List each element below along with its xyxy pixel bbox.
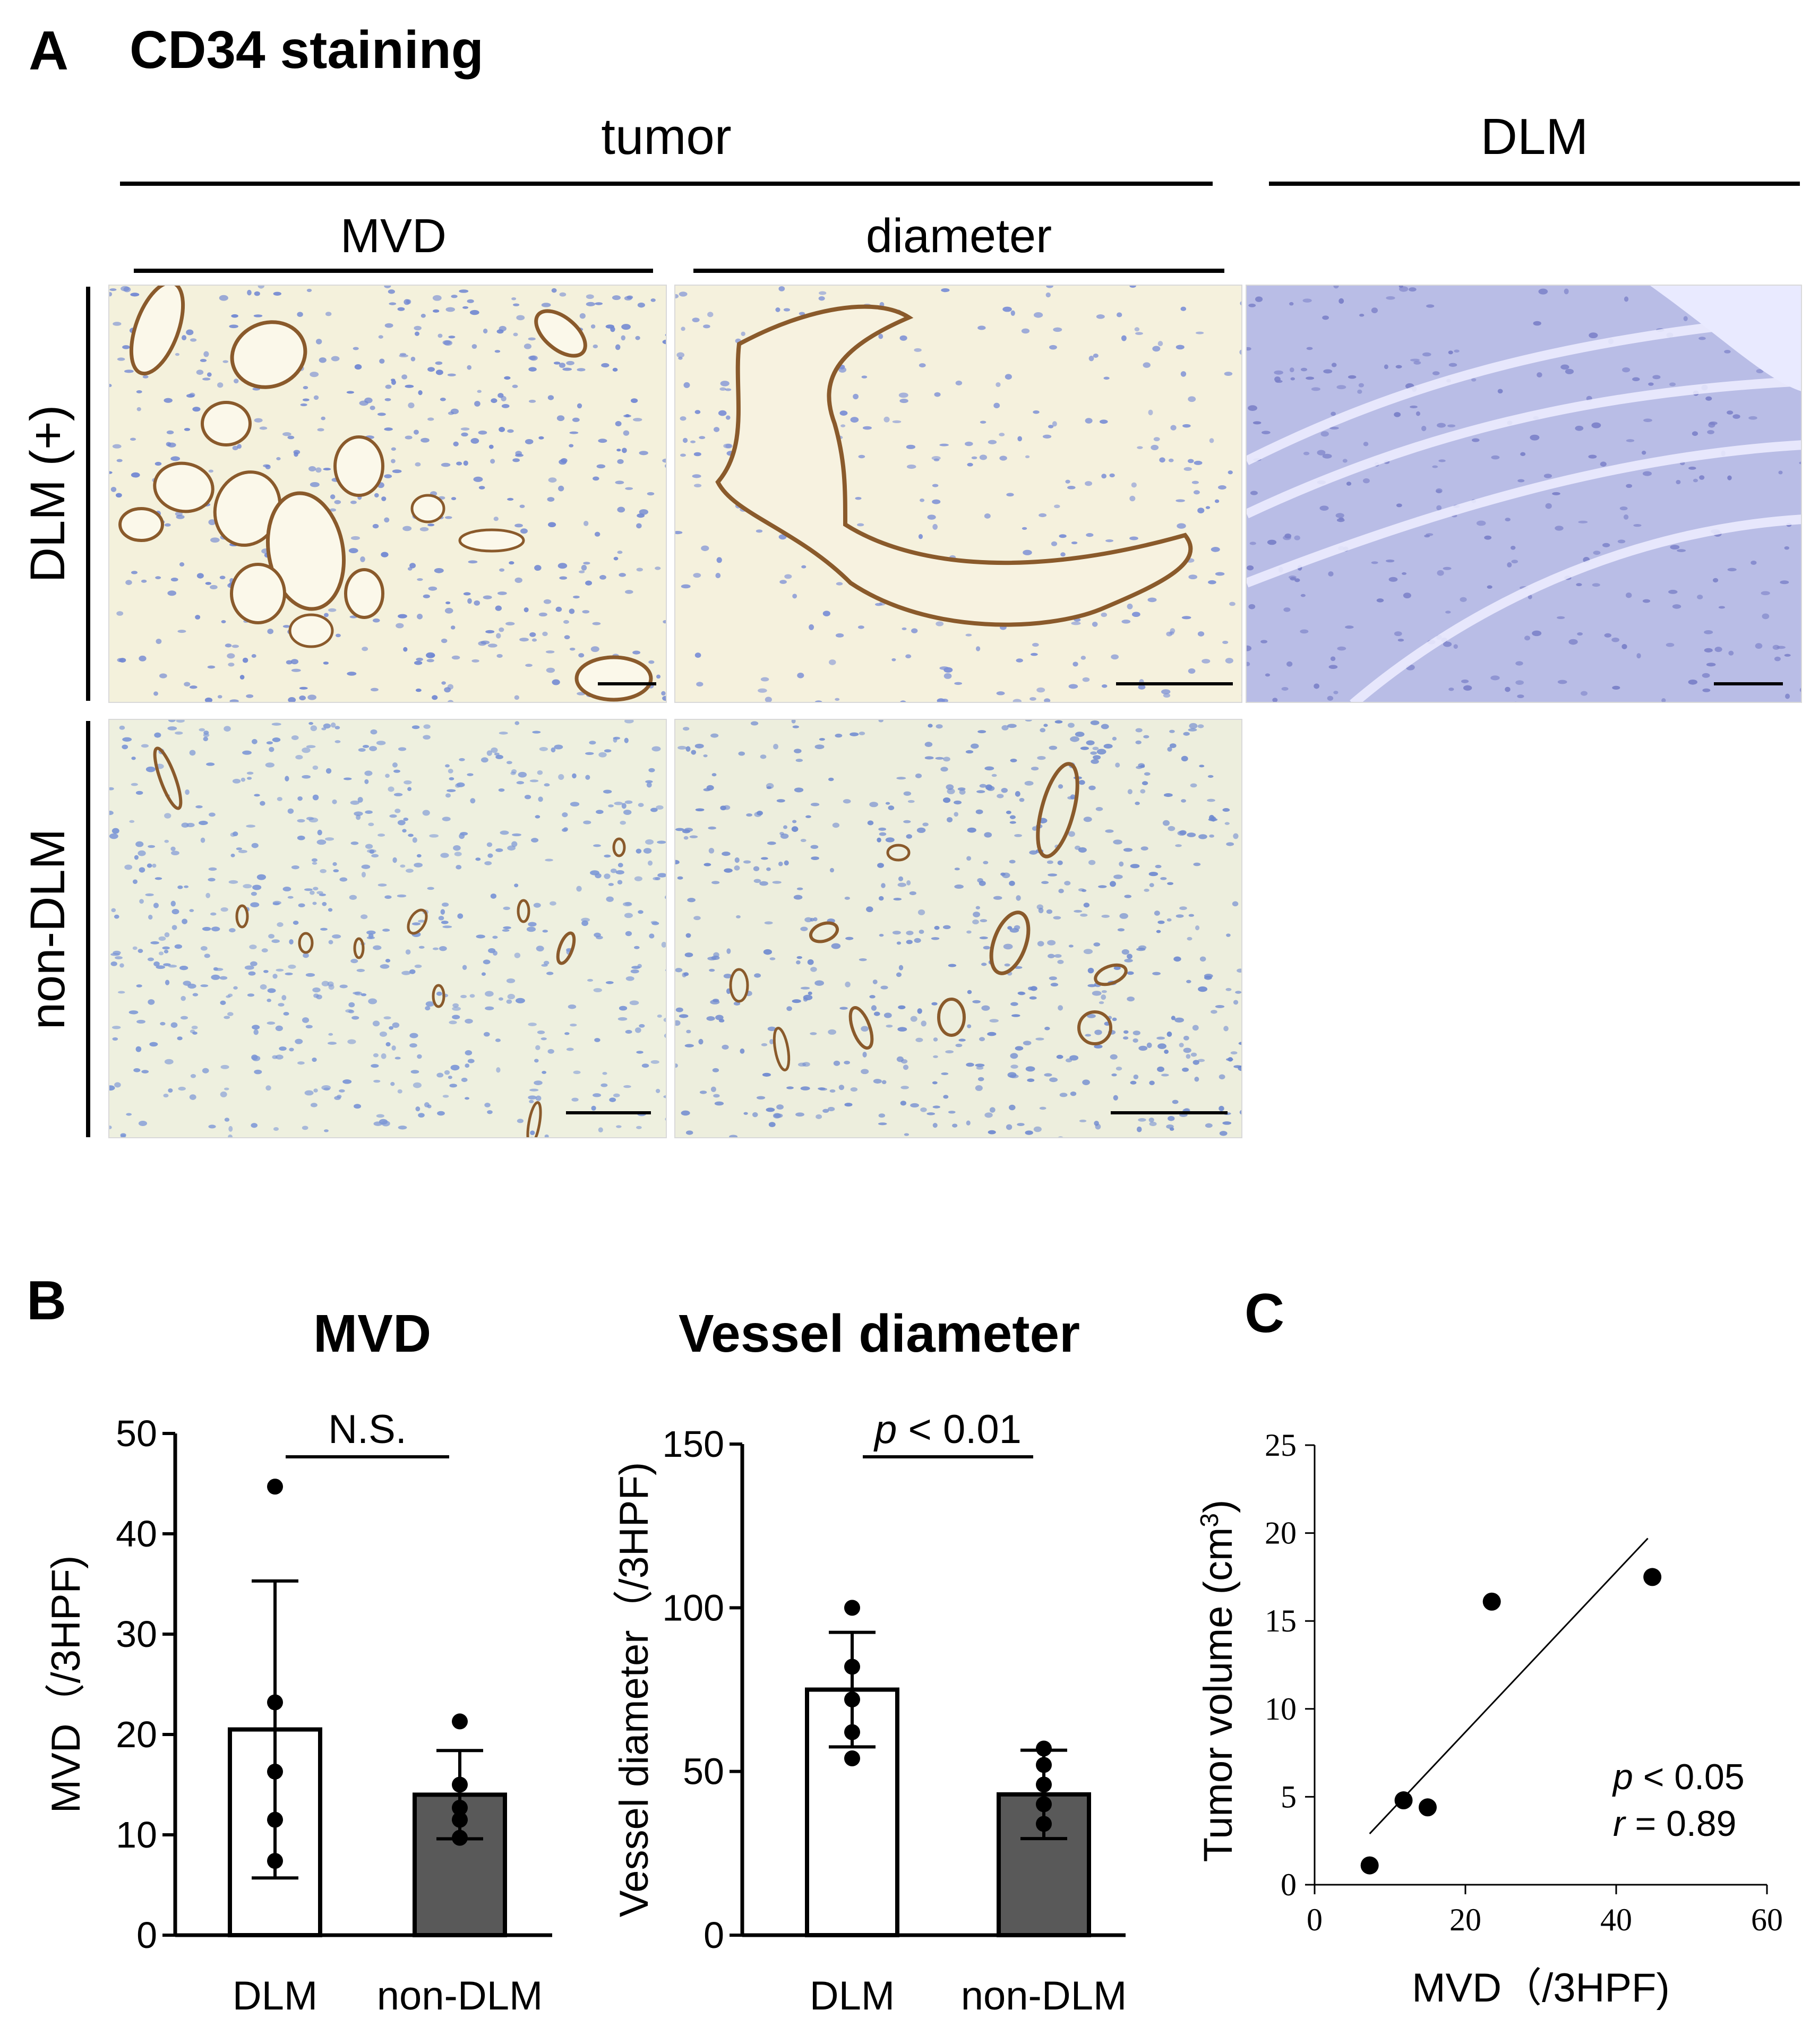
mvd-data-point — [267, 1811, 283, 1828]
column-label-diameter: diameter — [865, 210, 1052, 263]
vessel-y-tick-label: 100 — [662, 1587, 724, 1628]
vessels — [118, 286, 653, 702]
micrograph-non-dlm-mvd — [108, 719, 667, 1138]
vessel-data-point — [1036, 1816, 1052, 1832]
mvd-y-tick-label: 30 — [116, 1613, 157, 1655]
mvd-data-point — [452, 1830, 468, 1846]
row-rule-non-dlm — [86, 721, 90, 1137]
mvd-y-tick-label: 10 — [116, 1814, 157, 1856]
mvd-y-axis-label: MVD（/3HPF) — [44, 1556, 89, 1814]
tissue-background — [675, 720, 1241, 1137]
mvd-data-point — [452, 1776, 468, 1793]
scatter-x-tick-label: 60 — [1751, 1902, 1783, 1937]
micrograph-dlm-plus-diameter — [674, 285, 1242, 703]
scatter-y-tick-label: 0 — [1281, 1867, 1297, 1902]
mvd-y-tick-label: 40 — [116, 1513, 157, 1555]
mvd-y-tick-label: 50 — [116, 1413, 157, 1454]
scatter-x-tick-label: 40 — [1600, 1902, 1632, 1937]
scatter-data-point — [1394, 1791, 1413, 1810]
scatter-data-point — [1360, 1856, 1379, 1875]
chart-vessel-title: Vessel diameter — [679, 1304, 1080, 1363]
mvd-category-label: DLM — [233, 1973, 318, 2019]
panel-a-title: CD34 staining — [130, 20, 484, 80]
scatter-x-axis-label: MVD（/3HPF) — [1412, 1965, 1670, 2011]
chart-scatter: 0 5 10 15 20 25 0 20 40 60 Tumor volume (cm3) MVD（/… — [1168, 1380, 1819, 2044]
vessel-data-point — [1036, 1796, 1052, 1813]
scatter-y-tick-label: 25 — [1265, 1428, 1297, 1463]
vessel-y-tick-label: 150 — [662, 1423, 724, 1465]
micrograph-non-dlm-diameter — [674, 719, 1242, 1138]
vessel-data-point — [1036, 1776, 1052, 1793]
mvd-data-point — [452, 1811, 468, 1828]
column-label-mvd: MVD — [340, 210, 447, 263]
scatter-fit-line — [1369, 1538, 1649, 1834]
scatter-y-axis-label: Tumor volume (cm3) — [1196, 1500, 1241, 1862]
row-rule-dlm-plus — [86, 287, 90, 701]
chart-mvd-title: MVD — [313, 1304, 432, 1363]
mvd-category-label: non-DLM — [377, 1973, 543, 2019]
scatter-y-tick-label: 5 — [1281, 1779, 1297, 1814]
vessels — [153, 746, 626, 1137]
vessel-y-tick-label: 0 — [703, 1914, 724, 1956]
vessel-category-label: non-DLM — [961, 1973, 1127, 2019]
mvd-data-point — [452, 1799, 468, 1816]
tissue-background — [109, 720, 666, 1137]
group-rule-tumor — [120, 182, 1213, 186]
mvd-data-point — [452, 1713, 468, 1730]
group-rule-dlm — [1269, 182, 1800, 186]
dlm-stripes — [1247, 286, 1801, 702]
micrograph-dlm-plus-mvd — [108, 285, 667, 703]
vessel-data-point — [844, 1600, 860, 1616]
chart-vessel-diameter: 0 50 100 150 Vessel diameter（/3HPF) DLM non-DL… — [589, 1386, 1173, 2044]
panel-c-letter: C — [1245, 1283, 1285, 1344]
mvd-data-point — [267, 1853, 283, 1869]
row-label-dlm-plus: DLM (+) — [21, 405, 75, 583]
panel-b-letter: B — [27, 1270, 67, 1332]
row-label-non-dlm: non-DLM — [21, 828, 75, 1030]
scatter-x-tick-label: 0 — [1307, 1902, 1323, 1937]
column-rule-mvd — [134, 269, 653, 273]
mvd-data-point — [267, 1694, 283, 1711]
vessel-data-point — [1036, 1740, 1052, 1757]
vessel-data-point — [844, 1724, 860, 1740]
nuclei — [109, 286, 666, 702]
scatter-r-value: r = 0.89 — [1613, 1803, 1737, 1844]
scatter-y-tick-label: 15 — [1265, 1603, 1297, 1638]
mvd-y-tick-label: 20 — [116, 1714, 157, 1755]
scatter-y-tick-label: 20 — [1265, 1516, 1297, 1551]
scatter-data-point — [1643, 1568, 1662, 1586]
micrograph-dlm-tissue — [1246, 285, 1802, 703]
mvd-data-point — [267, 1763, 283, 1780]
scatter-data-point — [1482, 1592, 1501, 1611]
mvd-data-point — [267, 1479, 283, 1495]
nuclei — [109, 720, 666, 1137]
vessel-significance-label: p < 0.01 — [873, 1407, 1022, 1452]
vessel-y-tick-label: 50 — [683, 1751, 724, 1792]
mvd-y-tick-label: 0 — [136, 1914, 157, 1956]
scatter-x-tick-label: 20 — [1449, 1902, 1481, 1937]
vessel-data-point — [844, 1659, 860, 1675]
mvd-significance-label: N.S. — [328, 1407, 407, 1452]
scatter-p-value: p < 0.05 — [1612, 1757, 1745, 1797]
group-label-dlm: DLM — [1480, 108, 1589, 165]
vessels — [729, 762, 1128, 1071]
vessels — [715, 304, 1193, 627]
vessel-category-label: DLM — [810, 1973, 895, 2019]
scatter-data-point — [1419, 1798, 1437, 1817]
column-rule-diameter — [693, 269, 1224, 273]
vessel-data-point — [844, 1691, 860, 1707]
vessel-y-axis-label: Vessel diameter（/3HPF) — [612, 1462, 657, 1917]
scatter-y-tick-label: 10 — [1265, 1691, 1297, 1727]
vessel-data-point — [844, 1750, 860, 1766]
nuclei — [675, 720, 1241, 1137]
chart-mvd: 0 10 20 30 40 50 MVD（/3HPF) DLM non-DLM N.S. — [21, 1386, 584, 2044]
group-label-tumor: tumor — [601, 108, 732, 165]
panel-a-letter: A — [29, 20, 69, 82]
vessel-data-point — [1036, 1757, 1052, 1773]
